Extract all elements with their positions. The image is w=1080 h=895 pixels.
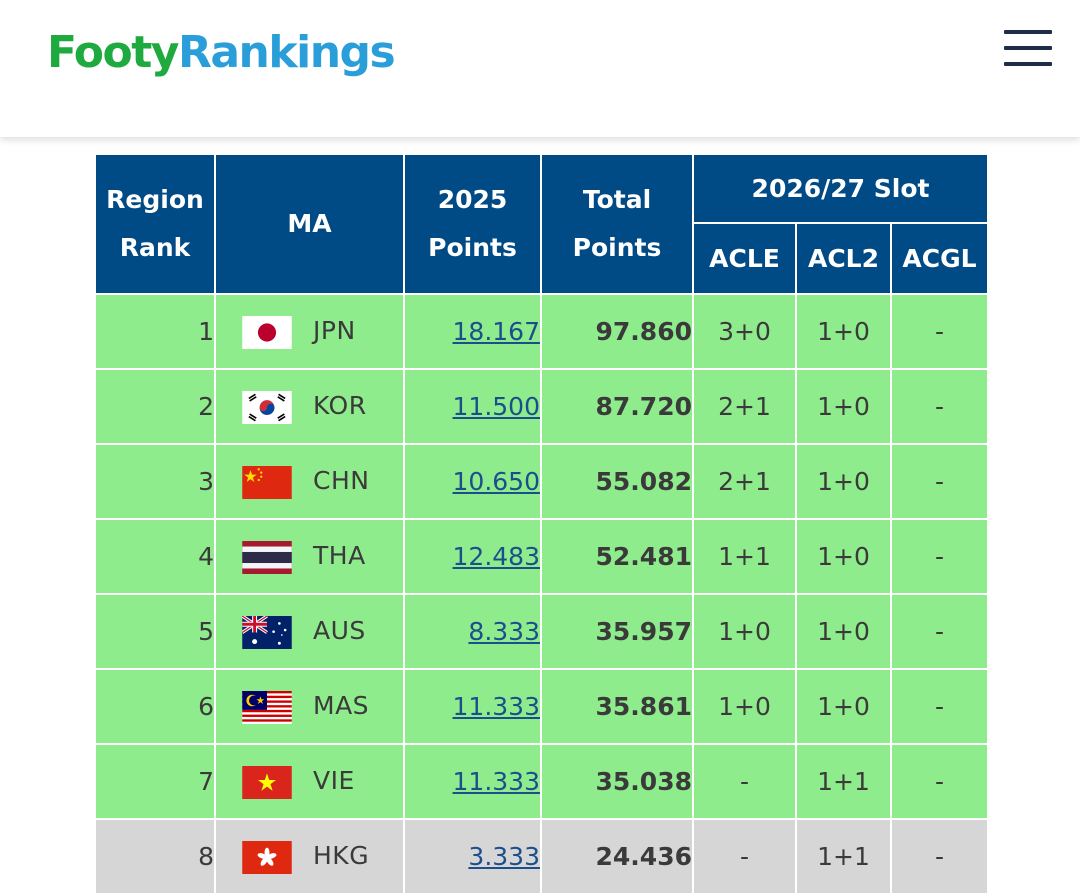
acgl-slot-cell: - [890,593,989,670]
acle-slot-cell: 2+1 [692,368,797,445]
acgl-slot-cell: - [890,518,989,595]
header-total-points: Total Points [540,153,694,295]
acl2-slot-cell: 1+0 [795,668,892,745]
rank-cell: 1 [94,293,216,370]
rank-cell: 7 [94,743,216,820]
ma-code: VIE [313,766,355,795]
acl2-slot-cell: 1+0 [795,593,892,670]
acle-slot-cell: 3+0 [692,293,797,370]
vietnam-flag-icon [242,766,292,799]
japan-flag-icon [242,316,292,349]
total-points-cell: 35.861 [540,668,694,745]
ma-code: THA [313,541,366,570]
ma-cell: HKG [214,818,405,895]
header-acle: ACLE [692,222,797,295]
acle-slot-cell: 1+1 [692,518,797,595]
table-row-kor: 2 KOR 11.500 87.720 2+1 1+0 - [94,368,989,445]
logo-text-rankings: Rankings [177,27,396,78]
points-2025-cell: 11.333 [403,743,542,820]
ma-cell: CHN [214,443,405,520]
ma-code: MAS [313,691,370,720]
acle-slot-cell: - [692,743,797,820]
menu-icon[interactable] [1004,30,1054,68]
ma-code: KOR [313,391,367,420]
rank-cell: 6 [94,668,216,745]
table-row-tha: 4 THA 12.483 52.481 1+1 1+0 - [94,518,989,595]
table-row-vie: 7 VIE 11.333 35.038 - 1+1 - [94,743,989,820]
table-row-aus: 5 AUS 8.333 35.957 1+0 1+0 - [94,593,989,670]
acle-slot-cell: 1+0 [692,593,797,670]
points-2025-link[interactable]: 18.167 [452,317,540,346]
total-points-cell: 97.860 [540,293,694,370]
acgl-slot-cell: - [890,818,989,895]
total-points-cell: 24.436 [540,818,694,895]
acl2-slot-cell: 1+1 [795,743,892,820]
acle-slot-cell: 2+1 [692,443,797,520]
ranking-table: Region Rank MA 2025 Points Total Points … [94,153,989,895]
ma-code: AUS [313,616,366,645]
points-2025-cell: 11.333 [403,668,542,745]
acl2-slot-cell: 1+0 [795,293,892,370]
header-2025-points: 2025 Points [403,153,542,295]
china-flag-icon [242,466,292,499]
ma-cell: MAS [214,668,405,745]
acgl-slot-cell: - [890,743,989,820]
points-2025-cell: 8.333 [403,593,542,670]
table-row-jpn: 1 JPN 18.167 97.860 3+0 1+0 - [94,293,989,370]
australia-flag-icon [242,616,292,649]
ma-cell: THA [214,518,405,595]
header-ma: MA [214,153,405,295]
total-points-cell: 87.720 [540,368,694,445]
points-2025-link[interactable]: 3.333 [468,842,540,871]
rank-cell: 3 [94,443,216,520]
acgl-slot-cell: - [890,293,989,370]
ma-cell: VIE [214,743,405,820]
acl2-slot-cell: 1+0 [795,368,892,445]
total-points-cell: 52.481 [540,518,694,595]
site-header: FootyRankings [0,0,1080,137]
acl2-slot-cell: 1+0 [795,518,892,595]
ma-cell: KOR [214,368,405,445]
table-row-mas: 6 MAS 11.333 35.861 1+0 1+0 - [94,668,989,745]
rank-cell: 2 [94,368,216,445]
rank-cell: 5 [94,593,216,670]
thailand-flag-icon [242,541,292,574]
ma-code: CHN [313,466,370,495]
south-korea-flag-icon [242,391,292,424]
points-2025-cell: 12.483 [403,518,542,595]
total-points-cell: 35.957 [540,593,694,670]
total-points-cell: 55.082 [540,443,694,520]
acgl-slot-cell: - [890,368,989,445]
header-acgl: ACGL [890,222,989,295]
points-2025-cell: 10.650 [403,443,542,520]
table-row-hkg: 8 HKG 3.333 24.436 - 1+1 - [94,818,989,895]
points-2025-link[interactable]: 11.500 [452,392,540,421]
acl2-slot-cell: 1+1 [795,818,892,895]
acl2-slot-cell: 1+0 [795,443,892,520]
points-2025-link[interactable]: 8.333 [468,617,540,646]
points-2025-cell: 18.167 [403,293,542,370]
ma-code: JPN [313,316,356,345]
malaysia-flag-icon [242,691,292,724]
points-2025-cell: 11.500 [403,368,542,445]
points-2025-link[interactable]: 12.483 [452,542,540,571]
logo-text-footy: Footy [47,27,179,78]
acle-slot-cell: 1+0 [692,668,797,745]
points-2025-link[interactable]: 11.333 [452,767,540,796]
header-region-rank: Region Rank [94,153,216,295]
site-logo[interactable]: FootyRankings [47,27,396,78]
points-2025-link[interactable]: 10.650 [452,467,540,496]
ma-code: HKG [313,841,370,870]
ma-cell: JPN [214,293,405,370]
points-2025-link[interactable]: 11.333 [452,692,540,721]
total-points-cell: 35.038 [540,743,694,820]
ma-cell: AUS [214,593,405,670]
acgl-slot-cell: - [890,668,989,745]
hong-kong-flag-icon [242,841,292,874]
header-acl2: ACL2 [795,222,892,295]
table-row-chn: 3 CHN 10.650 55.082 2+1 1+0 - [94,443,989,520]
rank-cell: 4 [94,518,216,595]
acgl-slot-cell: - [890,443,989,520]
header-slot-group: 2026/27 Slot [692,153,989,224]
